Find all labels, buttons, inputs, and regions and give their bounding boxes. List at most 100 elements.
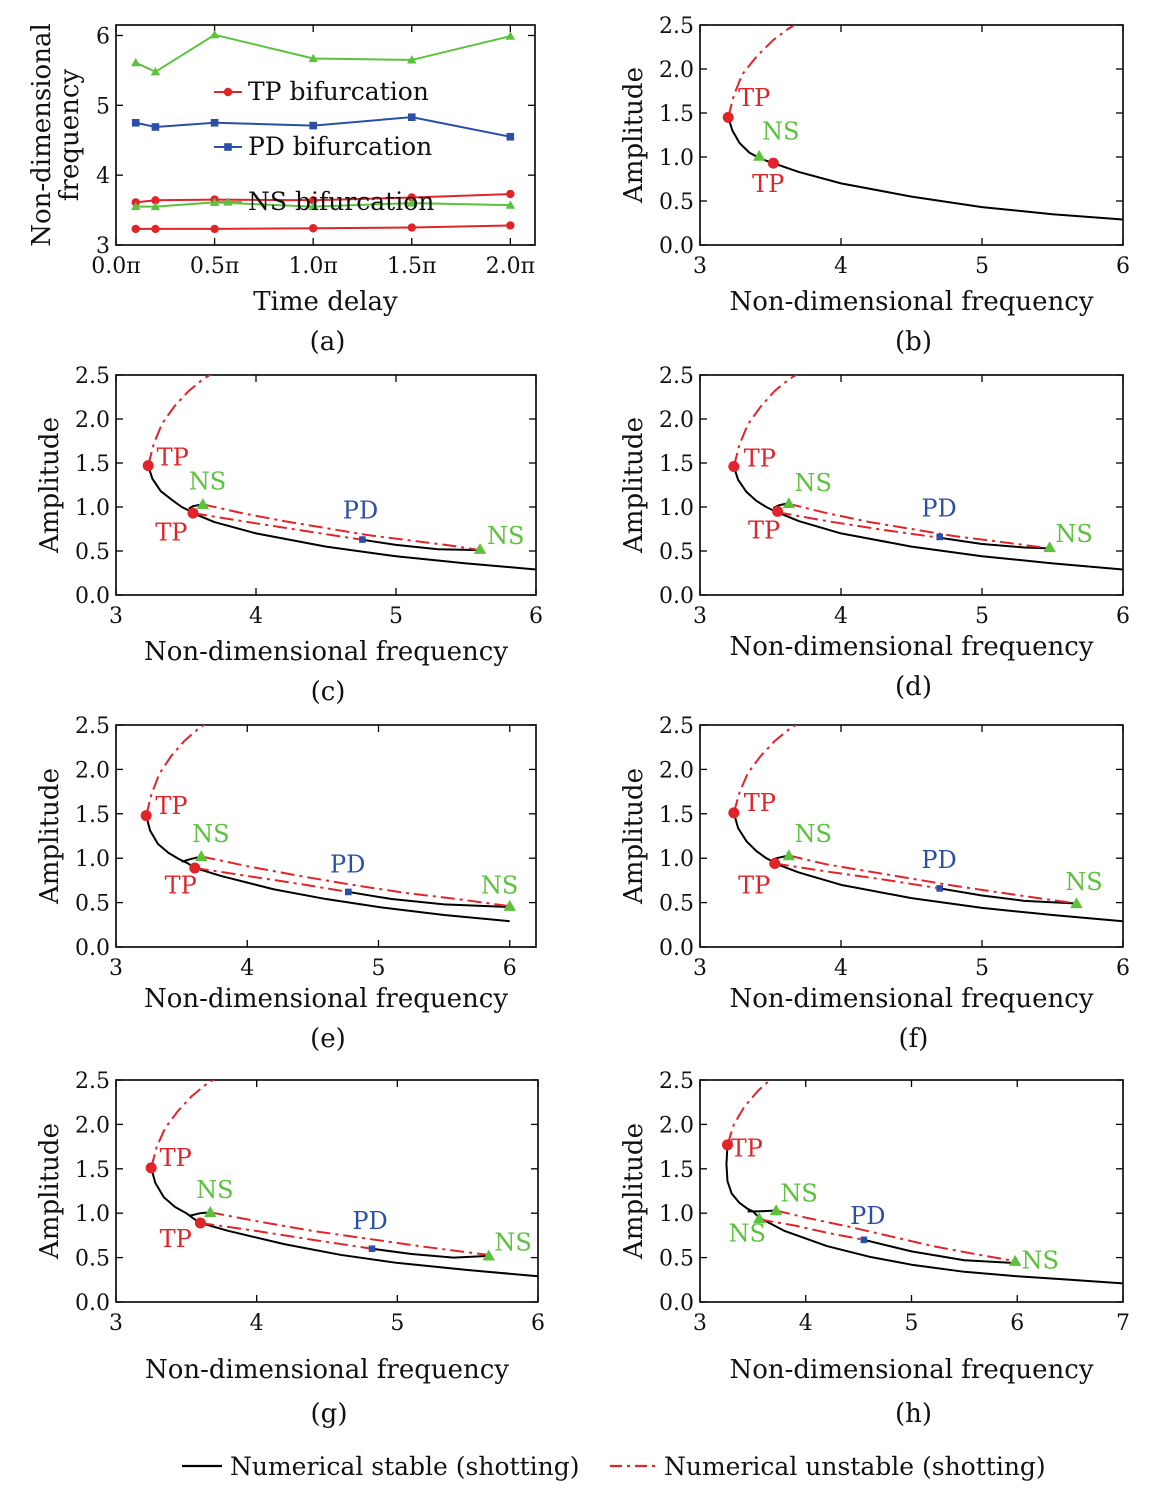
data-point [407,113,416,121]
y-tick-label: 3 [96,234,110,259]
y-tick-label: 0.5 [659,892,694,917]
bifurcation-point-tp [728,461,740,473]
bifurcation-point-tp [142,460,154,472]
panel-c: 3 4 5 6 0.0 0.5 1.0 1.5 2.0 2.5 Non-dimensional fr… [35,364,543,707]
x-tick-label: 6 [1116,604,1130,629]
bifurcation-label: NS [729,1220,766,1248]
y-tick-label: 4 [96,164,110,189]
bifurcation-label: NS [481,872,518,900]
data-point [130,57,141,67]
y-tick-label: 0.5 [75,540,110,565]
panel-caption: (f) [899,1024,929,1054]
data-point [150,201,161,211]
unstable-curve [759,1218,865,1241]
unstable-curve [732,375,798,467]
panel-f: 3 4 5 6 0.0 0.5 1.0 1.5 2.0 2.5 Non-dimensional fr… [619,714,1130,1054]
bifurcation-label: PD [921,495,956,523]
x-tick-label: 6 [1116,254,1130,279]
bifurcation-label: NS [494,1228,531,1256]
bifurcation-point-ns [473,542,487,554]
y-tick-label: 0.0 [75,584,110,609]
bifurcation-point-tp [187,507,199,519]
series-line [135,201,511,208]
bifurcation-point-ns [482,1249,496,1261]
x-tick-label: 4 [834,604,848,629]
y-axis-label: Amplitude [619,768,649,905]
unstable-curve [775,1209,1016,1263]
bifurcation-point-ns [752,1212,766,1224]
data-point [506,189,515,199]
stable-curve [939,887,1077,905]
panel-d: 3 4 5 6 0.0 0.5 1.0 1.5 2.0 2.5 Non-dimensional fr… [619,364,1130,702]
plot-frame [699,24,1124,246]
panel-caption: (g) [311,1399,348,1429]
legend-label: NS bifurcation [248,187,434,216]
x-tick-label: 4 [799,1311,813,1336]
stable-curve [371,1247,489,1259]
unstable-curve [210,1211,489,1256]
stable-curve [939,536,1050,550]
plot-frame [115,374,537,596]
bifurcation-label: PD [352,1207,387,1235]
y-tick-label: 0.0 [659,1291,694,1316]
x-tick-label: 6 [1010,1311,1024,1336]
y-tick-label: 2.5 [75,364,110,389]
y-tick-label: 5 [96,94,110,119]
stable-curve [747,1209,777,1213]
y-tick-label: 2.5 [659,364,694,389]
panel-caption: (a) [310,327,346,357]
figure-legend: Numerical stable (shotting) Numerical uns… [182,1452,1046,1481]
y-tick-label: 1.5 [75,1158,110,1183]
bifurcation-point-tp [189,862,201,874]
y-tick-label: 1.0 [75,1202,110,1227]
x-tick-label: 3 [109,956,123,981]
x-tick-label: 5 [390,1311,404,1336]
data-point [506,132,515,141]
y-tick-label: 1.5 [659,452,694,477]
y-tick-label: 2.5 [659,714,694,739]
bifurcation-label: NS [192,820,229,848]
bifurcation-label: PD [921,846,956,874]
panel-caption: (h) [895,1399,932,1429]
bifurcation-label: TP [752,170,784,198]
y-tick-label: 2.0 [659,58,694,83]
y-tick-label: 2.5 [75,714,110,739]
x-tick-label: 3 [693,604,707,629]
bifurcation-point-pd [936,885,943,892]
data-point [308,53,318,63]
x-tick-label: 6 [529,604,543,629]
y-tick-label: 0.0 [659,234,694,259]
y-axis-label: Non-dimensional [27,23,57,247]
x-tick-label: 1.5π [387,254,436,279]
bifurcation-label: NS [794,469,831,497]
x-tick-label: 0.0π [91,254,140,279]
y-tick-label: 2.5 [75,1069,110,1094]
bifurcation-point-pd [936,533,943,541]
y-axis-label: Amplitude [619,417,649,554]
bifurcation-point-ns [196,498,210,510]
bifurcation-label: NS [487,522,524,550]
y-tick-label: 1.0 [659,496,694,521]
y-tick-label: 1.0 [659,146,694,171]
stable-curve [727,117,1123,221]
bifurcation-point-ns [195,850,208,862]
y-tick-label: 0.5 [659,540,694,565]
y-axis-label: Amplitude [619,67,649,204]
bifurcation-label: NS [794,820,831,848]
data-point [150,67,161,76]
y-tick-label: 1.0 [659,1202,694,1227]
bifurcation-label: PD [343,496,378,524]
bifurcation-point-pd [345,888,352,896]
bifurcation-label: TP [731,1134,763,1162]
data-point [505,200,516,209]
bifurcation-label: TP [165,872,197,900]
bifurcation-label: NS [196,1176,233,1204]
bifurcation-point-pd [860,1236,868,1244]
x-axis-label: Non-dimensional frequency [729,287,1093,317]
y-tick-label: 2.0 [659,1113,694,1138]
data-point [209,30,220,39]
y-tick-label: 0.5 [75,1247,110,1272]
unstable-curve [727,25,797,118]
y-tick-label: 6 [96,24,110,49]
x-tick-label: 5 [905,1311,919,1336]
